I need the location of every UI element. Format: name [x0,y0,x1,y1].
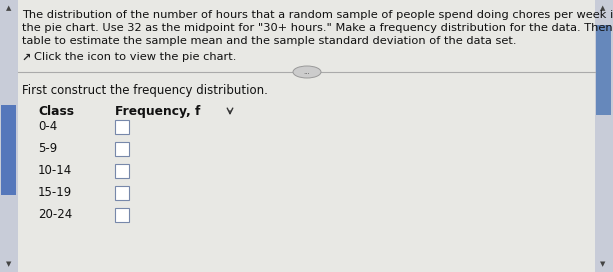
Text: ▼: ▼ [600,261,606,267]
Bar [115,186,129,200]
Text: table to estimate the sample mean and the sample standard deviation of the data : table to estimate the sample mean and th… [22,36,517,46]
Bar [596,25,611,115]
Bar [0,0,18,272]
Bar [115,208,129,222]
Bar [115,120,129,134]
Text: the pie chart. Use 32 as the midpoint for "30+ hours." Make a frequency distribu: the pie chart. Use 32 as the midpoint fo… [22,23,613,33]
Text: Class: Class [38,105,74,118]
Text: ↗: ↗ [21,53,31,63]
Text: 15-19: 15-19 [38,187,72,199]
Text: Frequency, f: Frequency, f [115,105,200,118]
Text: ▼: ▼ [6,261,12,267]
Text: The distribution of the number of hours that a random sample of people spend doi: The distribution of the number of hours … [22,10,613,20]
Bar [1,105,16,195]
Text: Click the icon to view the pie chart.: Click the icon to view the pie chart. [34,52,237,62]
Bar [115,164,129,178]
Bar [595,0,613,272]
Text: First construct the frequency distribution.: First construct the frequency distributi… [22,84,268,97]
Text: ...: ... [303,69,310,75]
Text: 0-4: 0-4 [38,120,57,134]
Text: ▲: ▲ [600,5,606,11]
Text: 10-14: 10-14 [38,165,72,178]
Text: 5-9: 5-9 [38,143,57,156]
Ellipse shape [293,66,321,78]
Bar [115,142,129,156]
Text: ▲: ▲ [6,5,12,11]
Text: 20-24: 20-24 [38,209,72,221]
